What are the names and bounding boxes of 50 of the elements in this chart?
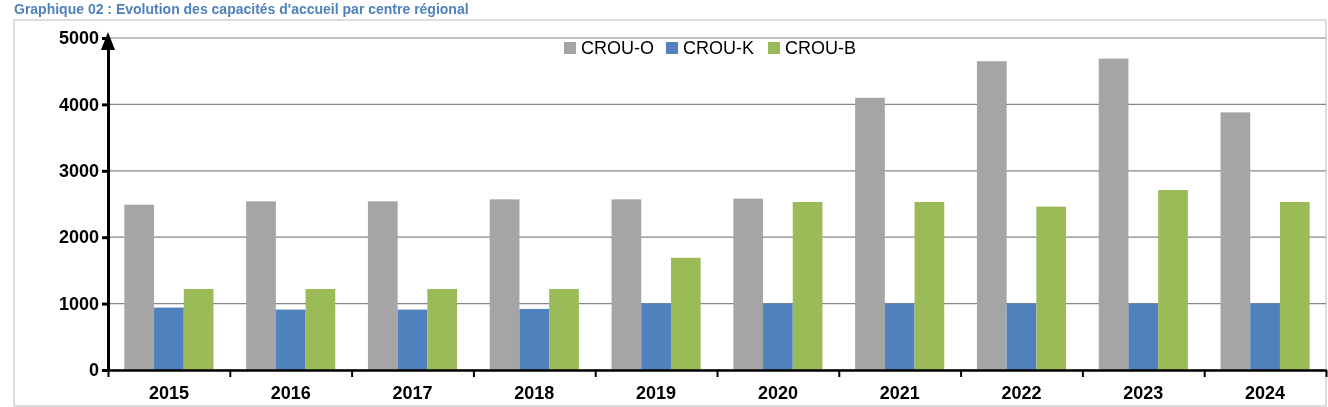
bar — [641, 303, 671, 370]
x-tick-label: 2021 — [879, 383, 920, 403]
bar — [733, 198, 764, 370]
bar — [427, 288, 458, 370]
bar — [367, 201, 398, 370]
bar — [1279, 202, 1310, 370]
bar — [183, 288, 214, 370]
bar — [1220, 112, 1251, 370]
x-tick-label: 2017 — [392, 383, 433, 403]
bar — [792, 202, 823, 370]
x-tick-label: 2020 — [757, 383, 798, 403]
legend-label: CROU-O — [581, 38, 654, 58]
bar — [976, 61, 1007, 370]
y-tick-label: 0 — [88, 360, 99, 381]
bar — [1158, 190, 1188, 370]
bar — [246, 201, 276, 370]
bar — [519, 308, 550, 370]
bar — [489, 199, 520, 370]
chart-title: Graphique 02 : Evolution des capacités d'accueil par centre régional — [14, 1, 469, 17]
bar — [763, 303, 793, 370]
bar — [914, 202, 945, 370]
bar — [884, 303, 915, 370]
legend-label: CROU-K — [683, 38, 754, 58]
y-tick-label: 4000 — [58, 94, 99, 115]
bar — [1250, 303, 1280, 370]
x-tick-label: 2018 — [514, 383, 555, 403]
y-tick-label: 1000 — [58, 293, 99, 314]
bar — [670, 257, 701, 370]
x-tick-label: 2015 — [148, 383, 189, 403]
x-tick-label: 2024 — [1245, 383, 1286, 403]
bar — [1098, 58, 1129, 370]
bar — [397, 309, 428, 370]
bar — [1006, 303, 1037, 370]
bar — [1128, 303, 1159, 370]
x-tick-label: 2023 — [1123, 383, 1164, 403]
bar — [855, 97, 885, 370]
bar — [549, 288, 579, 370]
y-tick-label: 5000 — [58, 28, 99, 49]
legend-label: CROU-B — [785, 38, 856, 58]
bar — [305, 288, 336, 370]
bar — [611, 199, 642, 370]
bar — [154, 307, 184, 370]
bar — [1036, 206, 1067, 370]
x-tick-label: 2022 — [1001, 383, 1042, 403]
y-tick-label: 3000 — [58, 161, 99, 182]
bar — [275, 309, 306, 370]
bar — [124, 204, 155, 370]
x-tick-label: 2016 — [270, 383, 311, 403]
y-tick-label: 2000 — [58, 227, 99, 248]
x-tick-label: 2019 — [636, 383, 677, 403]
